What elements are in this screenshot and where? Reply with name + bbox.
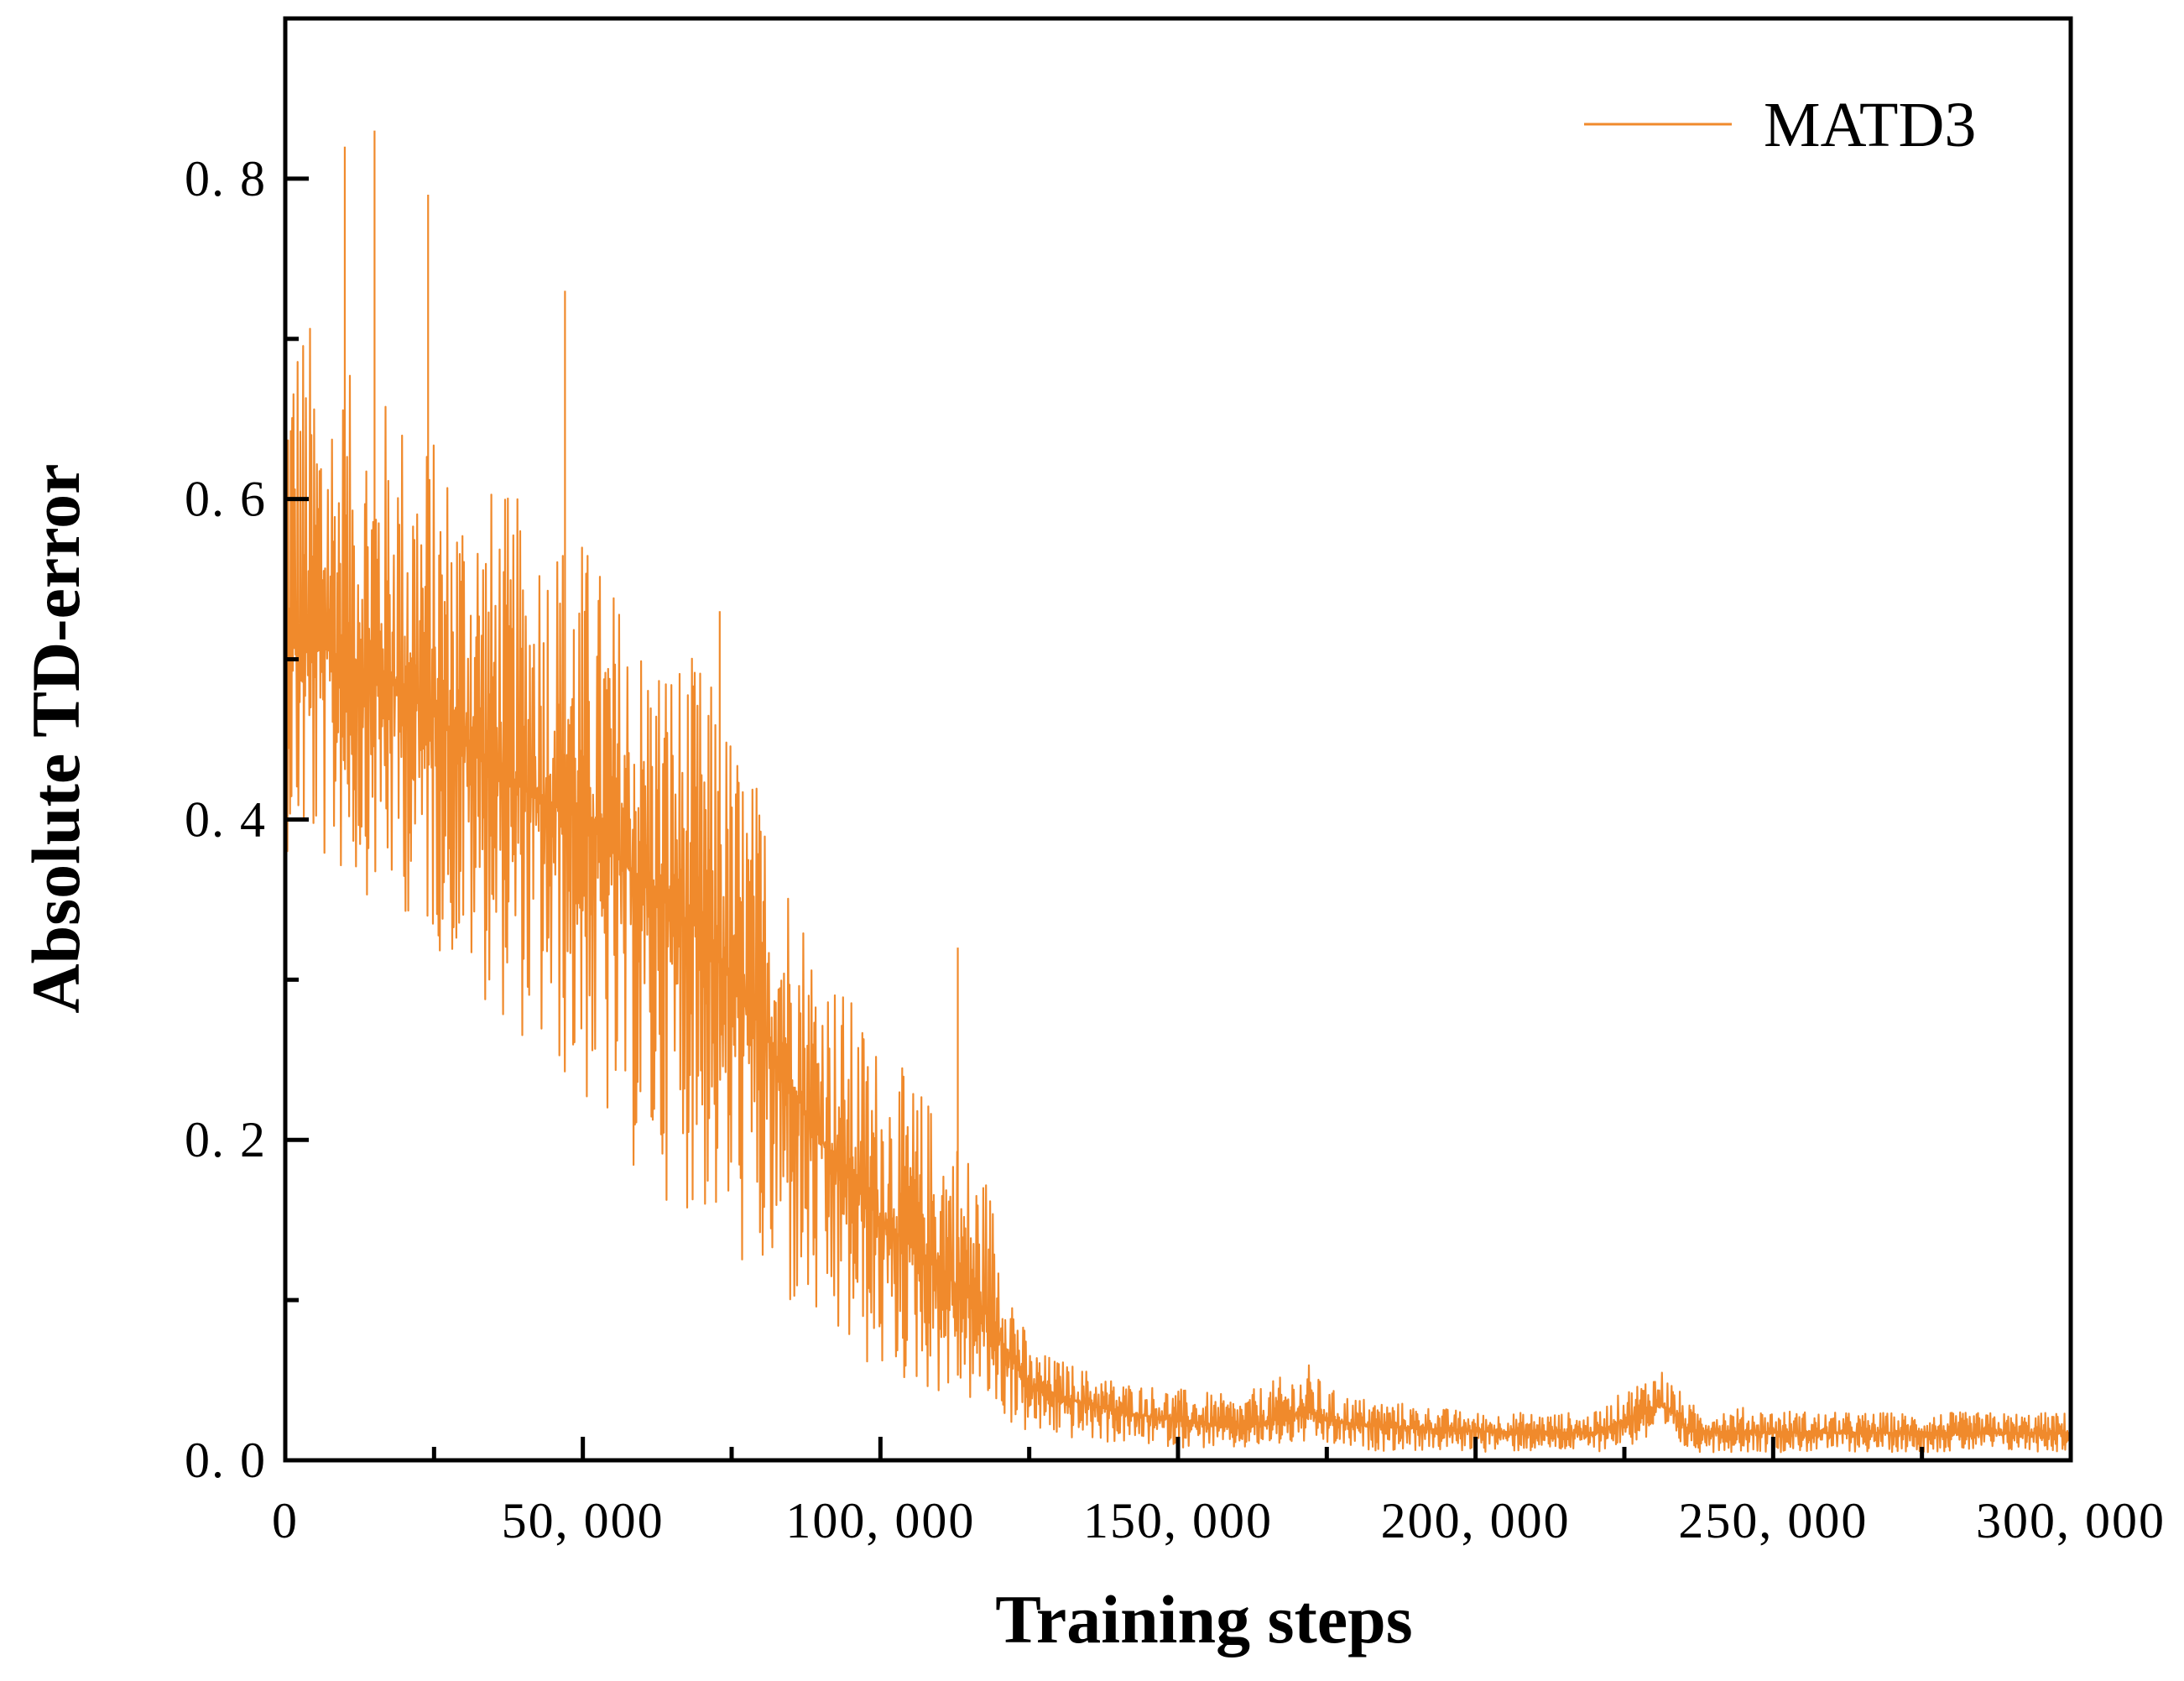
y-tick-label: 0. 6 (185, 472, 267, 527)
x-tick-label: 200, 000 (1381, 1493, 1571, 1548)
x-axis: 0 50, 000 100, 000 150, 000 200, 000 250, 000… (272, 1437, 2166, 1548)
x-tick-label: 250, 000 (1678, 1493, 1868, 1548)
legend-label-matd3: MATD3 (1764, 90, 1976, 160)
legend: MATD3 (1584, 90, 1976, 160)
x-tick-label: 0 (272, 1493, 299, 1548)
x-axis-title: Training steps (995, 1581, 1412, 1658)
y-axis-title: Absolute TD-error (18, 463, 94, 1013)
y-tick-label: 0. 8 (185, 151, 267, 206)
y-tick-label: 0. 2 (185, 1112, 267, 1167)
y-tick-label: 0. 0 (185, 1433, 267, 1488)
series-matd3 (285, 130, 2071, 1454)
x-tick-label: 300, 000 (1976, 1493, 2166, 1548)
y-tick-label: 0. 4 (185, 791, 267, 847)
x-tick-label: 150, 000 (1083, 1493, 1273, 1548)
plot-frame (283, 16, 2073, 1463)
x-tick-label: 50, 000 (502, 1493, 665, 1548)
x-tick-label: 100, 000 (785, 1493, 975, 1548)
series-line-matd3 (285, 327, 2071, 1454)
y-axis: 0. 0 0. 2 0. 4 0. 6 0. 8 (185, 16, 309, 1488)
